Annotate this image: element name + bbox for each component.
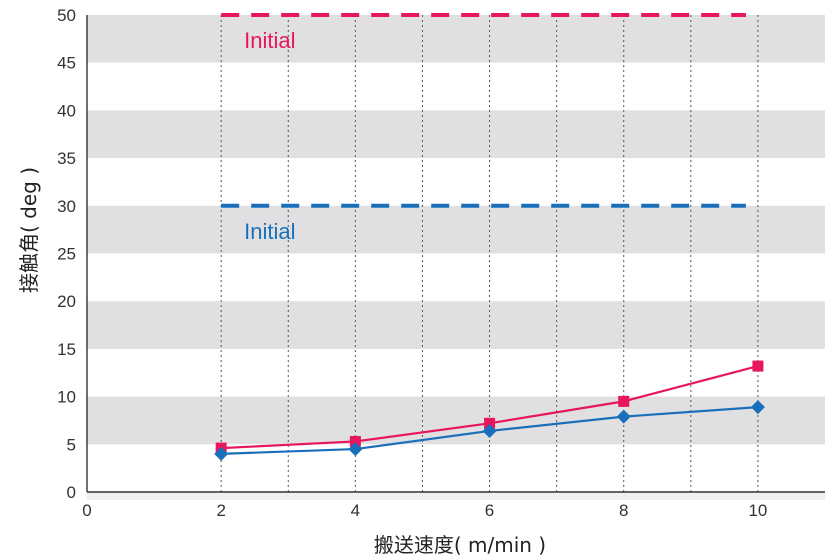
grid-band bbox=[87, 110, 825, 159]
x-tick-label: 10 bbox=[748, 501, 767, 520]
grid-band bbox=[87, 396, 825, 445]
y-tick-label: 15 bbox=[57, 340, 76, 359]
data-point-diamond bbox=[482, 423, 497, 438]
axes bbox=[86, 15, 825, 500]
x-axis-shadow bbox=[87, 492, 825, 500]
y-tick-label: 35 bbox=[57, 149, 76, 168]
data-series bbox=[214, 360, 765, 461]
x-tick-label: 4 bbox=[351, 501, 360, 520]
y-tick-label: 10 bbox=[57, 388, 76, 407]
data-point-square bbox=[349, 435, 361, 447]
y-tick-label: 50 bbox=[57, 6, 76, 25]
x-axis-label: 搬送速度( m/min ) bbox=[374, 533, 546, 557]
reference-lines: Initial Initial bbox=[221, 13, 746, 244]
y-axis-label: 接触角( deg ) bbox=[17, 167, 41, 293]
y-tick-label: 45 bbox=[57, 54, 76, 73]
x-tick-label: 8 bbox=[619, 501, 628, 520]
y-tick-label: 0 bbox=[67, 483, 76, 502]
x-tick-label: 0 bbox=[82, 501, 91, 520]
data-point-square bbox=[752, 360, 764, 372]
data-point-diamond bbox=[750, 400, 765, 415]
reference-line-label: Initial bbox=[244, 219, 295, 244]
y-tick-label: 40 bbox=[57, 101, 76, 120]
grid-band bbox=[87, 301, 825, 349]
x-tick-label: 6 bbox=[485, 501, 494, 520]
grid-band bbox=[87, 15, 825, 63]
data-point-diamond bbox=[616, 409, 631, 424]
data-point-diamond bbox=[348, 442, 363, 457]
data-point-square bbox=[618, 395, 630, 407]
y-tick-labels: 0 5 10 15 20 25 30 35 40 45 50 bbox=[57, 6, 76, 502]
y-tick-label: 30 bbox=[57, 197, 76, 216]
y-tick-label: 20 bbox=[57, 292, 76, 311]
background-bands bbox=[87, 15, 825, 445]
y-tick-label: 25 bbox=[57, 245, 76, 264]
data-point-diamond bbox=[214, 446, 229, 461]
reference-line-label: Initial bbox=[244, 28, 295, 53]
x-tick-label: 2 bbox=[216, 501, 225, 520]
x-tick-labels: 0 2 4 6 8 10 bbox=[82, 501, 767, 520]
y-tick-label: 5 bbox=[67, 435, 76, 454]
data-point-square bbox=[484, 417, 496, 429]
grid-band bbox=[87, 205, 825, 254]
